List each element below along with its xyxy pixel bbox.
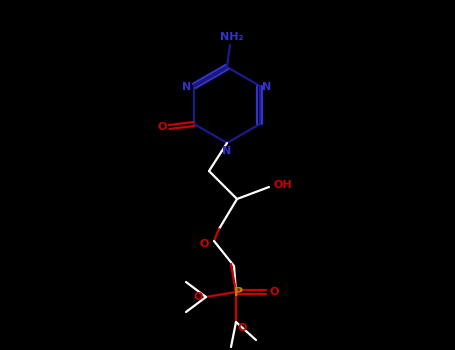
Text: N: N <box>222 146 232 156</box>
Text: N: N <box>182 82 192 92</box>
Text: N: N <box>262 82 272 92</box>
Text: O: O <box>157 122 167 132</box>
Text: O: O <box>199 239 209 249</box>
Text: NH₂: NH₂ <box>220 32 244 42</box>
Text: P: P <box>233 287 243 300</box>
Text: O: O <box>238 323 247 333</box>
Text: O: O <box>269 287 278 297</box>
Text: OH: OH <box>274 180 292 190</box>
Text: O: O <box>193 292 202 302</box>
